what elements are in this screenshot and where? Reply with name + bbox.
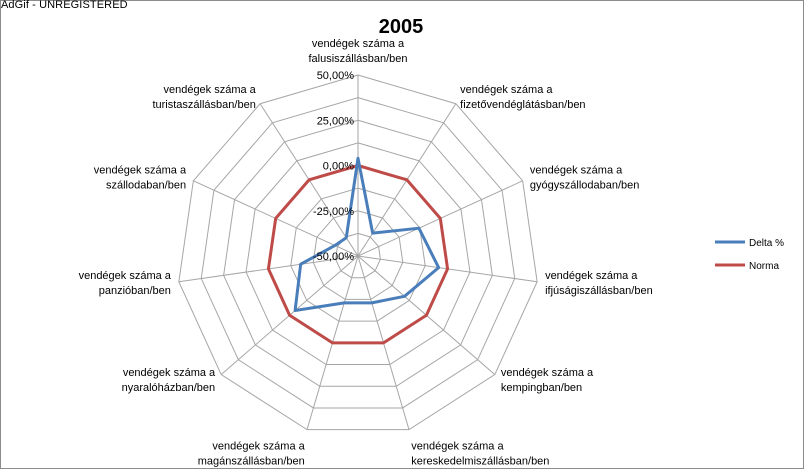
series-line-norma: [266, 164, 450, 345]
axis-label: vendégek száma a: [545, 270, 638, 282]
axis-label-group: vendégek száma a kempingban/ben: [501, 367, 594, 394]
axis-label: kereskedelmiszállásban/ben: [411, 455, 549, 467]
axis-label-group: vendégek száma a panzióban/ben: [79, 270, 172, 297]
grid-ring: [245, 142, 471, 366]
axis-label: turistaszállásban/ben: [152, 99, 255, 111]
axis-label: vendégek száma a: [312, 38, 405, 50]
axis-label: vendégek száma a: [163, 84, 256, 96]
tick-label: 25,00%: [317, 115, 355, 127]
axis-label-group: vendégek száma a nyaralóházban/ben: [122, 367, 216, 394]
grid-ring: [335, 232, 381, 279]
axis-label: nyaralóházban/ben: [122, 382, 216, 394]
legend-label: Delta %: [749, 238, 784, 249]
axis-label: vendégek száma a: [530, 164, 623, 176]
axis-label-group: vendégek száma a turistaszállásban/ben: [152, 84, 256, 111]
axis-label-group: vendégek száma a gyógyszállodaban/ben: [530, 164, 639, 191]
axis-label: gyógyszállodaban/ben: [530, 179, 639, 191]
chart-title: 2005: [379, 16, 424, 38]
axis-label: kempingban/ben: [501, 382, 582, 394]
axis-label: vendégek száma a: [460, 84, 553, 96]
axis-label: vendégek száma a: [123, 367, 216, 379]
grid-ring: [290, 187, 426, 322]
axis-label-group: vendégek száma a ifjúságiszállásban/ben: [545, 270, 653, 297]
axis-label: ifjúságiszállásban/ben: [545, 285, 653, 297]
radar-series: [266, 156, 450, 345]
axis-label: fizetővendéglátásban/ben: [460, 99, 585, 111]
watermark-text: AdGif - UNREGISTERED: [1, 0, 128, 11]
axis-label: vendégek száma a: [94, 164, 187, 176]
axis-label: magánszállásban/ben: [198, 455, 305, 467]
tick-labels: -50,00% -25,00% 0,00% 25,00% 50,00%: [313, 70, 354, 263]
axis-label: falusiszállásban/ben: [308, 53, 407, 65]
grid-ring: [178, 74, 538, 431]
axis-label: szállodaban/ben: [106, 179, 186, 191]
grid-ring: [312, 210, 404, 300]
axis-label: panzióban/ben: [99, 285, 171, 297]
tick-label: -25,00%: [313, 206, 354, 218]
axis-label-group: vendégek száma a falusiszállásban/ben: [308, 38, 407, 65]
radar-grid: [178, 74, 538, 431]
axis-labels: vendégek száma afalusiszállásban/benvend…: [79, 38, 653, 467]
axis-label: vendégek száma a: [411, 440, 504, 452]
axis-label: vendégek száma a: [501, 367, 594, 379]
axis-label-group: vendégek száma a fizetővendéglátásban/ben: [460, 84, 585, 111]
axis-label: vendégek száma a: [79, 270, 172, 282]
axis-label-group: vendégek száma a magánszállásban/ben: [198, 440, 306, 467]
chart-legend: Delta % Norma: [715, 238, 784, 272]
legend-label: Norma: [749, 261, 779, 272]
tick-label: 0,00%: [323, 161, 354, 173]
axis-label-group: vendégek száma a kereskedelmiszállásban/b…: [411, 440, 549, 467]
grid-ring: [223, 119, 493, 387]
axis-label: vendégek száma a: [212, 440, 305, 452]
axis-label-group: vendégek száma a szállodaban/ben: [94, 164, 187, 191]
series-line-delta: [293, 156, 441, 313]
tick-label: 50,00%: [317, 70, 355, 82]
grid-ring: [200, 97, 516, 409]
tick-label: -50,00%: [313, 251, 354, 263]
